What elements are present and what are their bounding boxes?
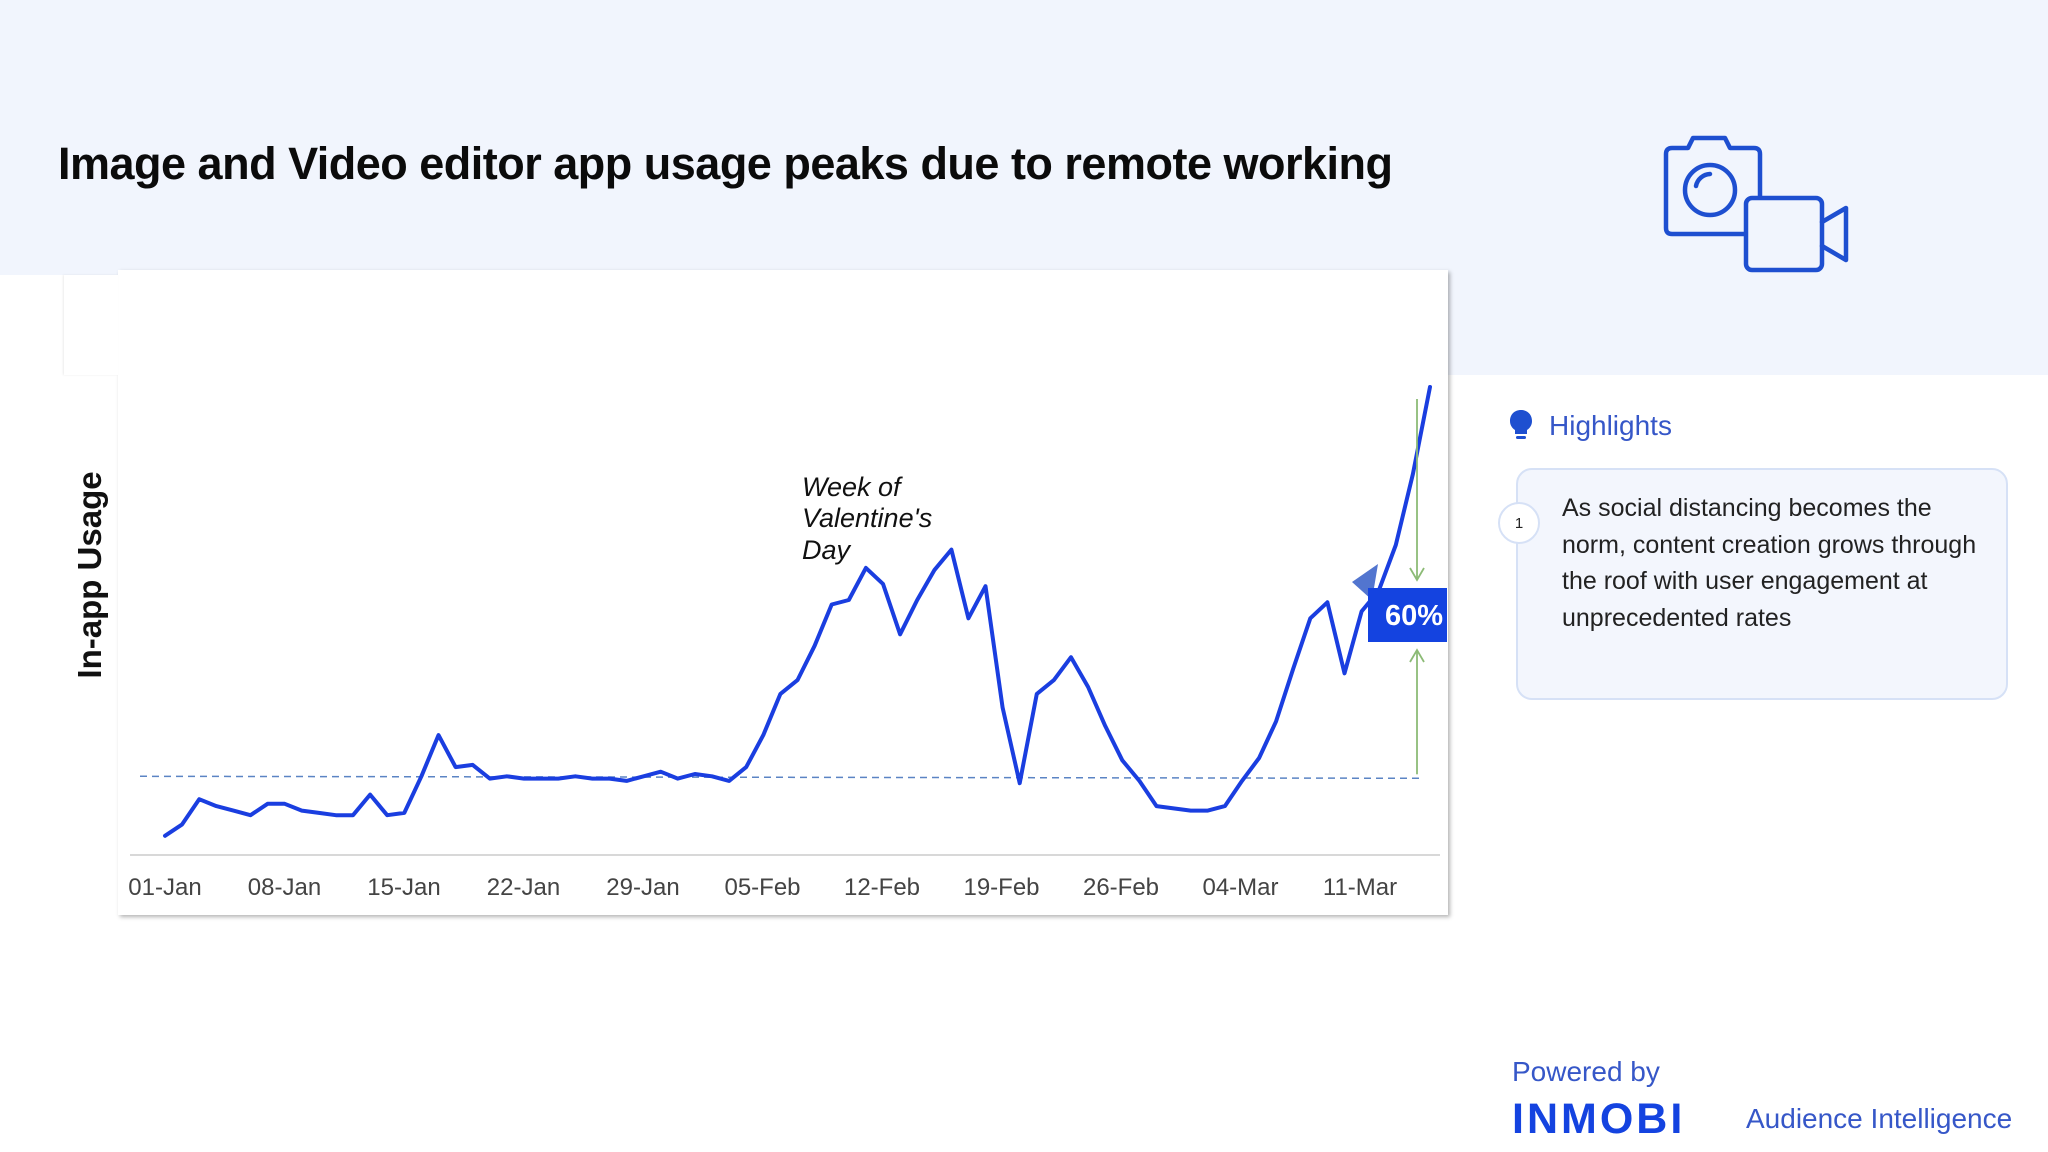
- increase-arrows: [1409, 399, 1425, 775]
- lightbulb-icon: [1510, 410, 1532, 439]
- x-tick-label: 26-Feb: [1083, 874, 1159, 901]
- header-band-extension: [1448, 275, 2048, 375]
- x-tick-label: 19-Feb: [963, 874, 1039, 901]
- usage-series-line: [163, 385, 1432, 838]
- arrow-down-head: [1409, 567, 1425, 582]
- x-tick-label: 11-Mar: [1323, 874, 1397, 901]
- x-tick-label: 05-Feb: [724, 874, 800, 901]
- baseline-dashed-line: [139, 775, 1423, 780]
- x-tick-label: 15-Jan: [367, 874, 440, 901]
- highlight-number-badge: 1: [1498, 502, 1540, 544]
- arrow-up-head: [1409, 648, 1425, 663]
- brand-tagline: Audience Intelligence: [1746, 1103, 2013, 1134]
- x-tick-label: 29-Jan: [606, 874, 679, 901]
- chart-card: [118, 270, 1448, 915]
- x-tick-label: 04-Mar: [1202, 874, 1278, 901]
- valentines-annotation-line-3: Day: [802, 535, 852, 565]
- highlight-text: As social distancing becomes the norm, c…: [1562, 494, 1977, 632]
- badge-box: [1368, 588, 1447, 642]
- x-tick-labels: 01-Jan 08-Jan 15-Jan 22-Jan 29-Jan 05-Feb 12-F…: [128, 874, 1397, 901]
- powered-by-label: Powered by: [1512, 1056, 1660, 1087]
- increase-badge: 60%: [1352, 564, 1447, 642]
- x-tick-label: 22-Jan: [487, 874, 560, 901]
- badge-label: 60%: [1385, 600, 1443, 632]
- page-title: Image and Video editor app usage peaks d…: [58, 138, 1393, 189]
- valentines-annotation-line-2: Valentine's: [802, 503, 932, 533]
- valentines-annotation: Week of Valentine's Day: [802, 472, 940, 565]
- x-tick-label: 01-Jan: [128, 874, 201, 901]
- x-tick-label: 12-Feb: [844, 874, 920, 901]
- highlights-title: Highlights: [1549, 410, 1672, 441]
- chart-card-tab: [64, 275, 118, 375]
- inmobi-logo: INMOBI: [1512, 1095, 1686, 1143]
- valentines-annotation-line-1: Week of: [802, 472, 903, 502]
- highlight-card: [1516, 468, 2008, 700]
- x-tick-label: 08-Jan: [248, 874, 321, 901]
- camera-video-icon: [1663, 135, 1849, 273]
